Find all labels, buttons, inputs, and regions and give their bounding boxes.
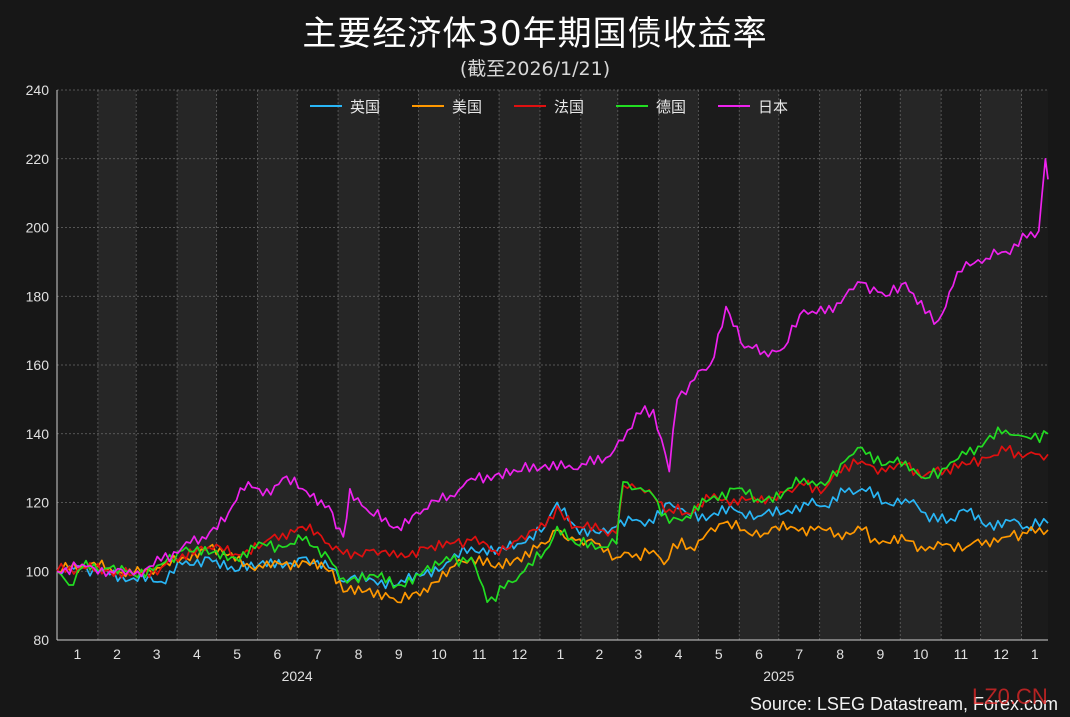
- x-tick-label: 10: [913, 646, 929, 662]
- x-tick-label: 3: [634, 646, 642, 662]
- legend-label: 德国: [656, 98, 686, 116]
- x-tick-label: 2: [595, 646, 603, 662]
- x-tick-label: 11: [954, 646, 969, 662]
- x-tick-label: 3: [153, 646, 161, 662]
- x-tick-label: 12: [512, 646, 528, 662]
- legend-label: 法国: [554, 98, 584, 116]
- x-tick-label: 11: [472, 646, 487, 662]
- y-tick-label: 200: [26, 220, 50, 236]
- x-tick-label: 5: [715, 646, 723, 662]
- y-tick-label: 120: [26, 495, 50, 511]
- y-tick-label: 140: [26, 426, 50, 442]
- legend-label: 美国: [452, 98, 482, 116]
- x-tick-label: 10: [431, 646, 447, 662]
- x-tick-label: 5: [233, 646, 241, 662]
- watermark: LZ0.CN: [972, 684, 1048, 709]
- y-tick-label: 240: [26, 82, 50, 98]
- legend-label: 英国: [350, 98, 380, 116]
- month-band: [580, 90, 618, 640]
- chart-subtitle: (截至2026/1/21): [459, 58, 611, 80]
- y-tick-label: 100: [26, 563, 50, 579]
- x-tick-label: 9: [395, 646, 403, 662]
- x-tick-label: 9: [877, 646, 885, 662]
- series-line-3: [56, 426, 1049, 604]
- x-tick-label: 8: [355, 646, 363, 662]
- x-tick-label: 2: [113, 646, 121, 662]
- y-tick-label: 80: [33, 632, 49, 648]
- x-year-label: 2025: [763, 668, 794, 684]
- x-year-label: 2024: [282, 668, 313, 684]
- x-tick-label: 7: [314, 646, 322, 662]
- series-line-2: [56, 444, 1049, 579]
- source-note: Source: LSEG Datastream, Forex.com: [749, 694, 1058, 714]
- series-line-4: [56, 157, 1049, 578]
- x-tick-label: 6: [755, 646, 763, 662]
- x-tick-label: 1: [74, 646, 82, 662]
- x-tick-label: 12: [993, 646, 1009, 662]
- x-tick-label: 4: [193, 646, 201, 662]
- x-tick-label: 6: [273, 646, 281, 662]
- y-tick-label: 180: [26, 288, 50, 304]
- y-tick-label: 220: [26, 151, 50, 167]
- x-tick-label: 8: [836, 646, 844, 662]
- legend-label: 日本: [758, 98, 788, 116]
- x-tick-label: 4: [675, 646, 683, 662]
- x-tick-label: 1: [557, 646, 565, 662]
- y-tick-label: 160: [26, 357, 50, 373]
- x-tick-label: 1: [1031, 646, 1039, 662]
- x-tick-label: 7: [795, 646, 803, 662]
- chart-title: 主要经济体30年期国债收益率: [302, 14, 768, 54]
